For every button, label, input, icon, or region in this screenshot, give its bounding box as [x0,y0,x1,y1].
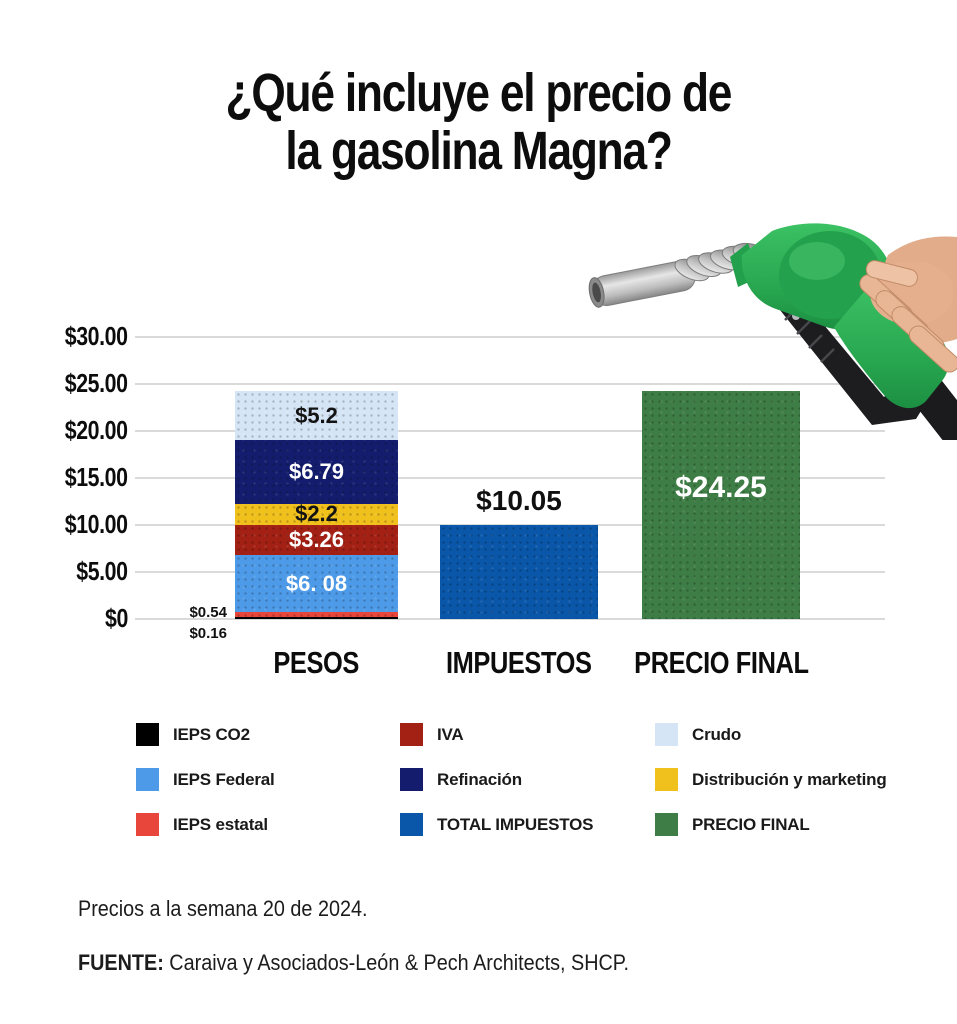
bar-impuestos [440,524,598,619]
y-tick-label-30: $30.00 [65,321,128,351]
nozzle-spout [588,260,696,308]
legend-label: IVA [437,724,464,744]
legend-label: PRECIO FINAL [692,814,810,834]
gridline-25 [135,383,885,385]
legend-swatch-ieps-co2 [136,723,159,746]
category-label-pesos: PESOS [273,645,360,680]
page-title: ¿Qué incluye el precio de la gasolina Ma… [0,64,957,180]
footer-source: FUENTE: Caraiva y Asociados-León & Pech … [78,950,690,976]
legend-item-ieps-estatal: IEPS estatal [136,813,400,836]
bar-pesos-segment-refinaci-n: $6.79 [235,440,398,504]
gridline-20 [135,430,885,432]
legend-item-crudo: Crudo [655,723,936,746]
segment-value-label: $6.79 [288,459,345,485]
legend-label: IEPS CO2 [173,724,250,744]
y-tick-label-5: $5.00 [76,556,129,586]
legend-swatch-crudo [655,723,678,746]
legend-swatch-total-impuestos [400,813,423,836]
legend-swatch-precio-final [655,813,678,836]
page-title-line1: ¿Qué incluye el precio de [225,63,733,123]
bar-value-label-impuestos: $10.05 [476,484,562,516]
y-tick-label-25: $25.00 [65,368,128,398]
page-title-line2: la gasolina Magna? [285,121,673,181]
legend-label: IEPS estatal [173,814,268,834]
legend-swatch-iva [400,723,423,746]
segment-value-label: $5.2 [295,402,338,428]
legend-item-distribuci-n-y-marketing: Distribución y marketing [655,768,936,791]
bar-pesos-segment-ieps-co2 [235,617,398,619]
gridline-15 [135,477,885,479]
legend-swatch-distribuci-n-y-marketing [655,768,678,791]
y-tick-label-15: $15.00 [65,462,128,492]
segment-value-label: $3.26 [288,526,345,552]
gridline-30 [135,336,885,338]
y-tick-label-0: $0 [105,603,128,633]
category-label-impuestos: IMPUESTOS [446,645,592,680]
legend-label: Refinación [437,769,522,789]
segment-value-label-outside-ieps-estatal: $0.54 [189,604,227,621]
category-label-precio-final: PRECIO FINAL [633,645,809,680]
legend-item-ieps-co2: IEPS CO2 [136,723,400,746]
bar-pesos-segment-distribuci-n-y-marketing: $2.2 [235,501,398,527]
legend-swatch-refinaci-n [400,768,423,791]
bar-pesos-segment-iva: $3.26 [235,524,398,556]
bar-value-label-precio-final: $24.25 [675,471,767,505]
chart-legend: IEPS CO2 IEPS Federal IEPS estatal IVA Refin… [136,712,936,847]
y-tick-label-20: $20.00 [65,415,128,445]
legend-item-ieps-federal: IEPS Federal [136,768,400,791]
hand [859,236,957,373]
bar-pesos-segment-crudo: $5.2 [235,391,398,441]
legend-label: Crudo [692,724,742,744]
legend-swatch-ieps-federal [136,768,159,791]
segment-value-label-outside-ieps-co2: $0.16 [189,625,227,642]
legend-swatch-ieps-estatal [136,813,159,836]
legend-label: Distribución y marketing [692,769,887,789]
segment-value-label: $2.2 [295,501,338,527]
source-label: FUENTE: [78,950,164,975]
y-tick-label-10: $10.00 [65,509,128,539]
bar-pesos-segment-ieps-estatal [235,612,398,618]
legend-item-precio-final: PRECIO FINAL [655,813,936,836]
bar-precio-final [642,391,800,619]
legend-label: IEPS Federal [173,769,275,789]
gridline-0 [135,618,885,620]
bar-pesos-segment-ieps-federal: $6. 08 [235,555,398,613]
legend-item-iva: IVA [400,723,655,746]
legend-item-refinaci-n: Refinación [400,768,655,791]
segment-value-label: $6. 08 [285,570,348,596]
legend-item-total-impuestos: TOTAL IMPUESTOS [400,813,655,836]
legend-label: TOTAL IMPUESTOS [437,814,594,834]
gas-pump-nozzle-illustration [588,223,957,440]
footer-note: Precios a la semana 20 de 2024. [78,896,368,921]
source-text: Caraiva y Asociados-León & Pech Architec… [163,950,629,975]
